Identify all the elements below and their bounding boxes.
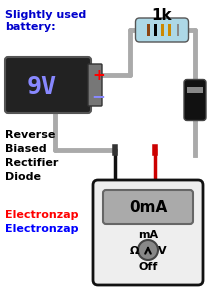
FancyBboxPatch shape [88, 64, 102, 106]
Text: +: + [92, 67, 105, 82]
FancyBboxPatch shape [103, 190, 193, 224]
Bar [147, 24, 150, 36]
Text: Electronzap: Electronzap [5, 210, 79, 220]
Circle shape [138, 240, 158, 260]
Bar [187, 86, 203, 92]
FancyBboxPatch shape [184, 79, 206, 120]
Text: Reverse
Biased
Rectifier
Diode: Reverse Biased Rectifier Diode [5, 130, 58, 182]
Text: Electronzap: Electronzap [5, 224, 79, 234]
Bar [160, 24, 164, 36]
Text: V: V [158, 246, 166, 256]
Bar [177, 24, 179, 36]
Text: Ω: Ω [129, 246, 139, 256]
Bar [154, 24, 156, 36]
FancyBboxPatch shape [135, 18, 189, 42]
Text: mA: mA [138, 230, 158, 240]
Text: −: − [91, 87, 105, 105]
Text: Off: Off [138, 262, 158, 272]
FancyBboxPatch shape [93, 180, 203, 285]
Text: Slightly used
battery:: Slightly used battery: [5, 10, 86, 33]
Text: 0mA: 0mA [129, 200, 167, 215]
FancyBboxPatch shape [5, 57, 91, 113]
Text: 9V: 9V [27, 75, 57, 99]
Text: 1k: 1k [152, 8, 172, 23]
Bar [168, 24, 171, 36]
